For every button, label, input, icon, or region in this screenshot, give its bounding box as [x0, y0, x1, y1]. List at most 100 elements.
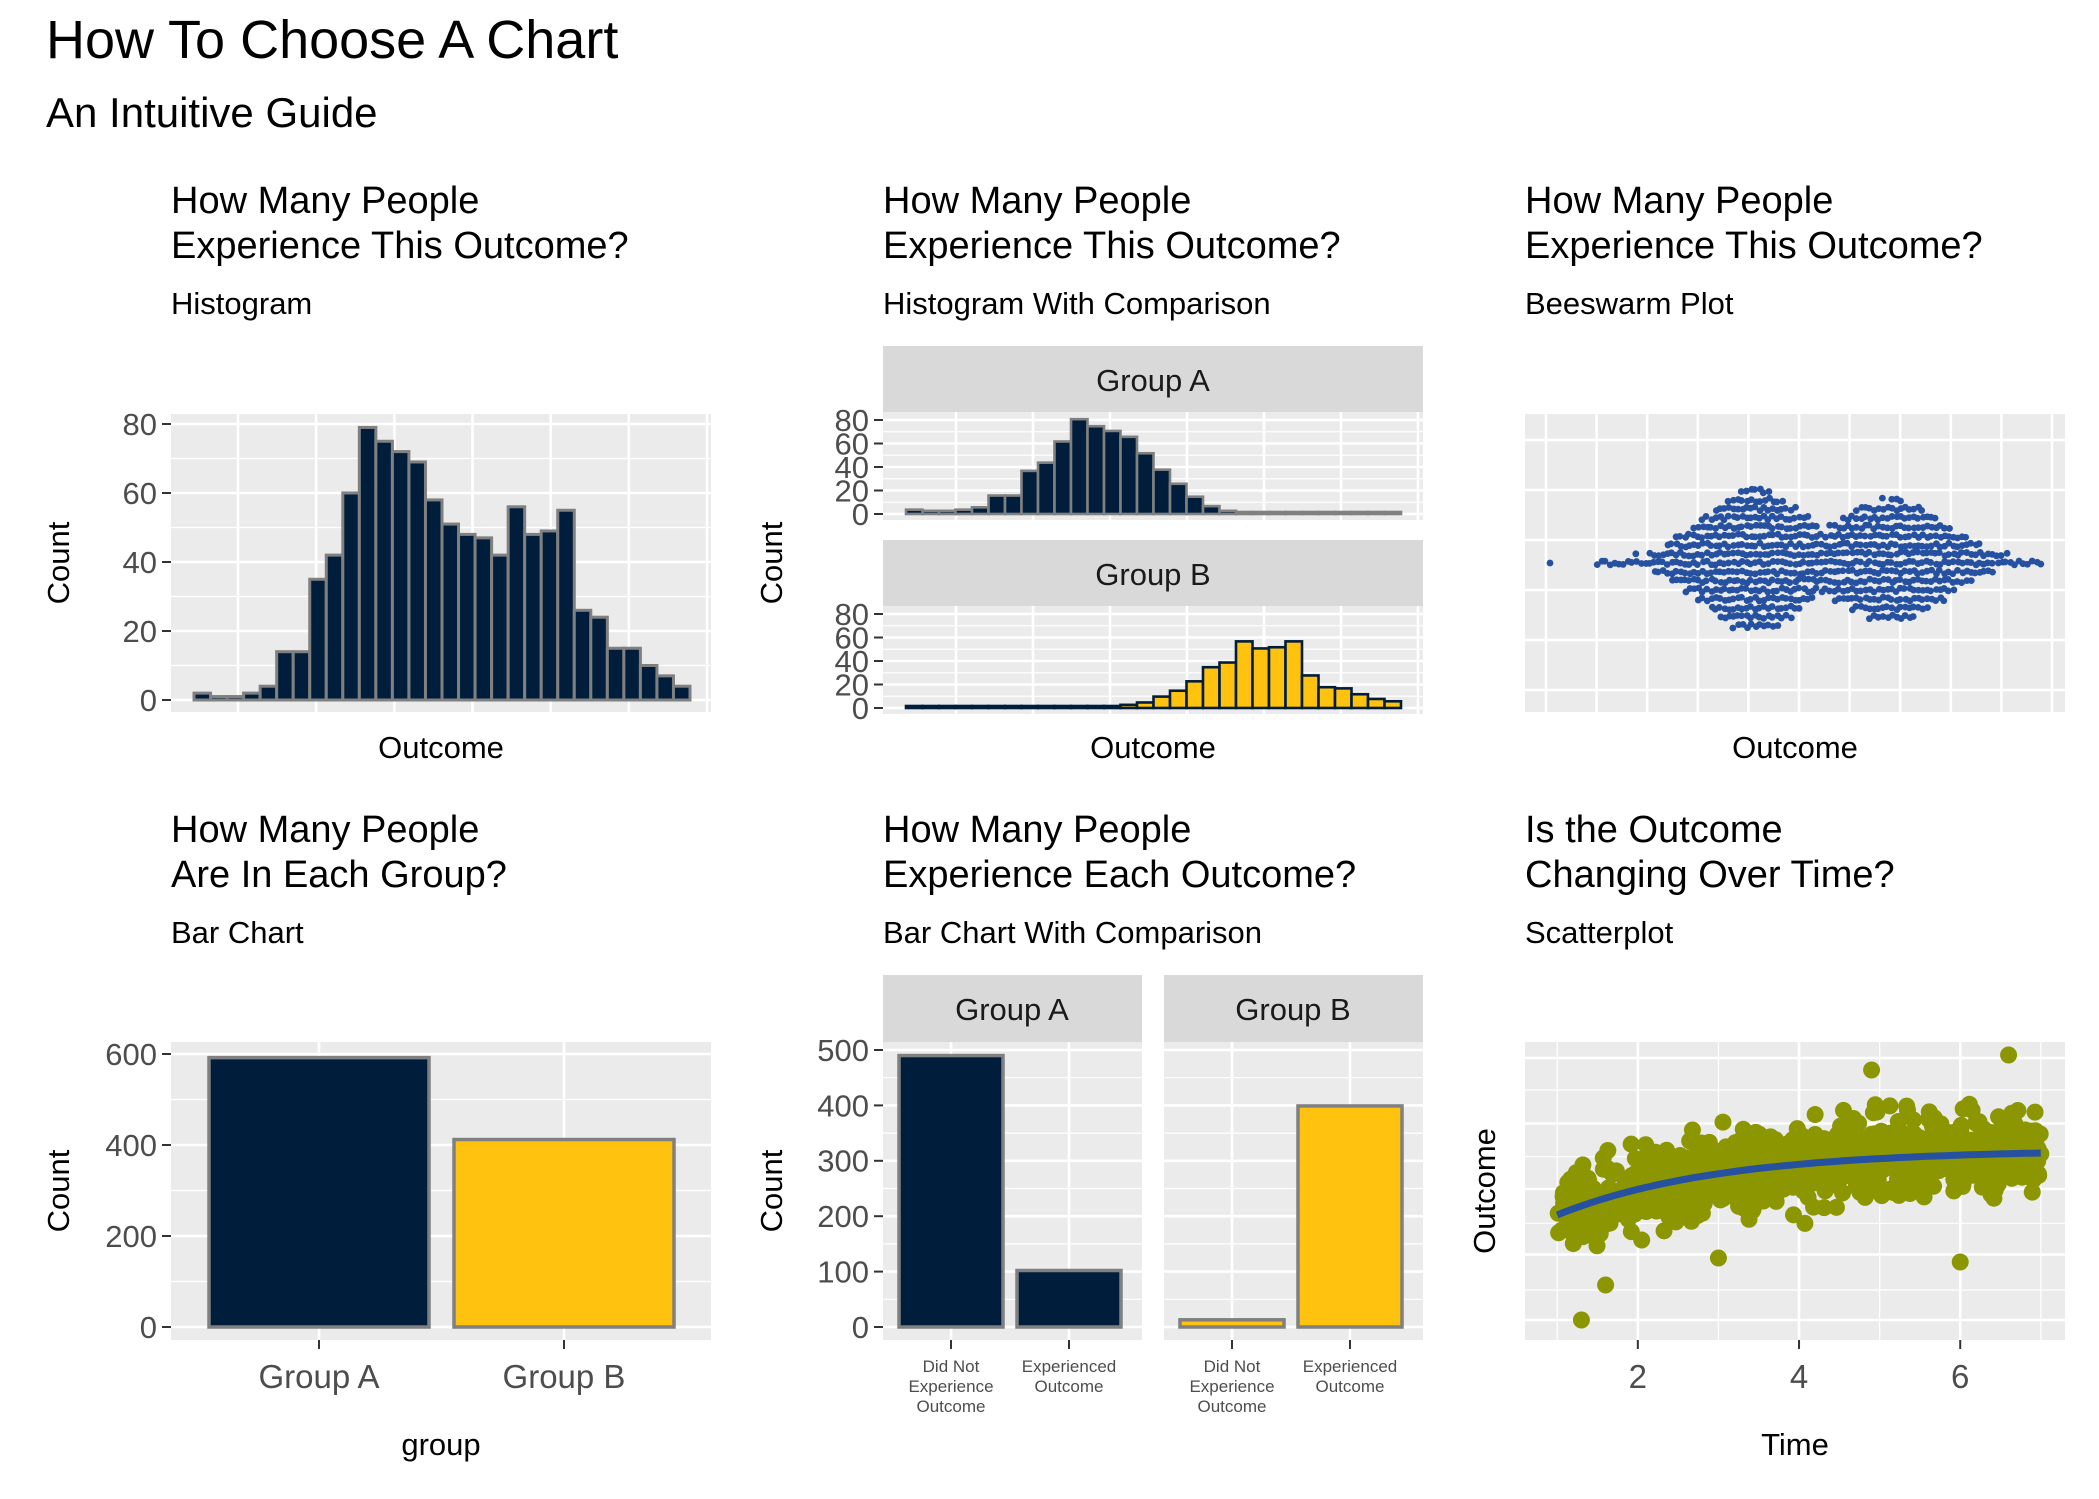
- beeswarm-point: [1716, 595, 1724, 602]
- bar-chart-xtick-label: Group B: [503, 1358, 626, 1395]
- group-b-histogram-bar: [1102, 704, 1122, 710]
- histogram-panel: How Many People Experience This Outcome?…: [41, 180, 711, 765]
- beeswarm-point: [1834, 549, 1842, 557]
- beeswarm-point: [1975, 540, 1983, 548]
- beeswarm-point: [1861, 532, 1869, 540]
- beeswarm-point: [1601, 557, 1609, 565]
- beeswarm-point: [1940, 597, 1948, 605]
- scatter-point: [1768, 1171, 1786, 1189]
- bar-comparison-xtick-label: Experience: [908, 1377, 993, 1396]
- beeswarm-point: [1879, 613, 1887, 620]
- scatter-point: [1904, 1111, 1922, 1129]
- beeswarm-point: [1817, 530, 1824, 538]
- group-b-histogram-bar: [937, 704, 957, 710]
- beeswarm-point: [1795, 584, 1803, 592]
- beeswarm-point: [1813, 558, 1821, 566]
- beeswarm-point: [1702, 513, 1710, 520]
- scatter-point: [1985, 1189, 2003, 1207]
- group-b-histogram-bar: [1300, 674, 1320, 710]
- beeswarm-point: [1685, 577, 1693, 584]
- scatter-point: [2000, 1046, 2018, 1064]
- beeswarm-point: [1883, 603, 1890, 611]
- bar-comparison-bar: [1015, 1268, 1123, 1329]
- histogram-comparison-title-line-2: Experience This Outcome?: [883, 225, 1341, 267]
- beeswarm-point: [1747, 614, 1754, 622]
- group-b-histogram-bar: [987, 704, 1007, 710]
- beeswarm-point: [1773, 498, 1781, 506]
- group-b-histogram-bar: [1201, 665, 1221, 710]
- group-b-histogram-ytick-label: 40: [835, 644, 869, 679]
- beeswarm-point: [1901, 612, 1909, 619]
- scatter-point: [1846, 1117, 1864, 1135]
- beeswarm-point: [1795, 605, 1803, 612]
- bar-comparison-strip-b: [1164, 975, 1423, 1042]
- histogram-bar: [242, 691, 262, 702]
- histogram-bar: [589, 615, 609, 702]
- beeswarm-point: [1774, 622, 1782, 629]
- beeswarm-point: [1861, 578, 1868, 586]
- beeswarm-point: [1676, 532, 1684, 540]
- beeswarm-point: [1988, 559, 1996, 567]
- beeswarm-point: [1856, 596, 1864, 604]
- beeswarm-point: [1914, 548, 1922, 556]
- group-b-histogram-bar: [1317, 685, 1337, 710]
- beeswarm-point: [1940, 524, 1948, 532]
- beeswarm-point: [1945, 539, 1953, 547]
- bar-chart-ytick-label: 200: [105, 1219, 157, 1254]
- histogram-title-line-2: Experience This Outcome?: [171, 225, 629, 267]
- beeswarm-point: [1747, 523, 1755, 531]
- bar-comparison-title-line-1: How Many People: [883, 809, 1191, 851]
- histogram-bar: [556, 508, 576, 702]
- scatter-point: [1952, 1121, 1970, 1139]
- scatter-point: [1581, 1209, 1599, 1227]
- beeswarm-point: [1918, 507, 1926, 514]
- beeswarm-point: [1949, 570, 1957, 578]
- beeswarm-point: [1924, 604, 1931, 612]
- histogram-comparison-subtitle: Histogram With Comparison: [883, 286, 1271, 321]
- beeswarm-point: [1711, 577, 1719, 585]
- beeswarm-point: [1729, 549, 1737, 557]
- scatter-point: [1751, 1173, 1769, 1191]
- bar-comparison-xtick-label: Did Not: [1204, 1357, 1261, 1376]
- bar-comparison-strip-a-label: Group A: [955, 992, 1069, 1027]
- beeswarm-point: [1792, 503, 1799, 511]
- beeswarm-point: [1804, 513, 1812, 520]
- beeswarm-point: [1918, 596, 1926, 603]
- beeswarm-point: [1932, 532, 1940, 540]
- beeswarm-point: [2001, 558, 2009, 566]
- group-a-histogram-bar: [1119, 435, 1139, 516]
- beeswarm-point: [1835, 579, 1842, 587]
- beeswarm-point: [1949, 558, 1957, 566]
- beeswarm-point: [1759, 489, 1767, 497]
- beeswarm-point: [1865, 548, 1873, 556]
- beeswarm-point: [1997, 552, 2005, 559]
- histogram-bar: [209, 695, 229, 702]
- beeswarm-point: [1883, 532, 1890, 540]
- beeswarm-point: [1888, 513, 1896, 520]
- group-a-histogram-bar: [937, 509, 957, 516]
- scatter-xtick-label: 6: [1951, 1358, 1969, 1395]
- histogram-subtitle: Histogram: [171, 286, 312, 321]
- group-a-histogram-bar: [904, 508, 924, 516]
- scatterplot-ylabel: Outcome: [1467, 1128, 1502, 1254]
- bar-chart-panel: How Many People Are In Each Group? Bar C…: [41, 809, 711, 1462]
- beeswarm-point: [1768, 525, 1776, 532]
- group-a-histogram-bar: [1168, 482, 1188, 516]
- histogram-bar: [457, 532, 477, 702]
- beeswarm-point: [1778, 523, 1785, 531]
- beeswarm-point: [1681, 569, 1689, 577]
- beeswarm-point: [1944, 587, 1952, 595]
- histogram-bar: [390, 450, 411, 702]
- beeswarm-point: [1834, 585, 1842, 593]
- beeswarm-point: [1703, 585, 1711, 593]
- bar-comparison-ytick-label: 500: [817, 1033, 869, 1068]
- beeswarm-point: [1891, 541, 1899, 549]
- bar-chart-title-line-2: Are In Each Group?: [171, 854, 507, 896]
- beeswarm-point: [1852, 507, 1860, 515]
- beeswarm-point: [1747, 550, 1755, 558]
- bar-comparison-bar: [1296, 1104, 1404, 1329]
- bar-comparison-bar: [1178, 1318, 1286, 1329]
- group-a-histogram-ytick-label: 80: [835, 403, 869, 438]
- histogram-bar: [407, 460, 427, 702]
